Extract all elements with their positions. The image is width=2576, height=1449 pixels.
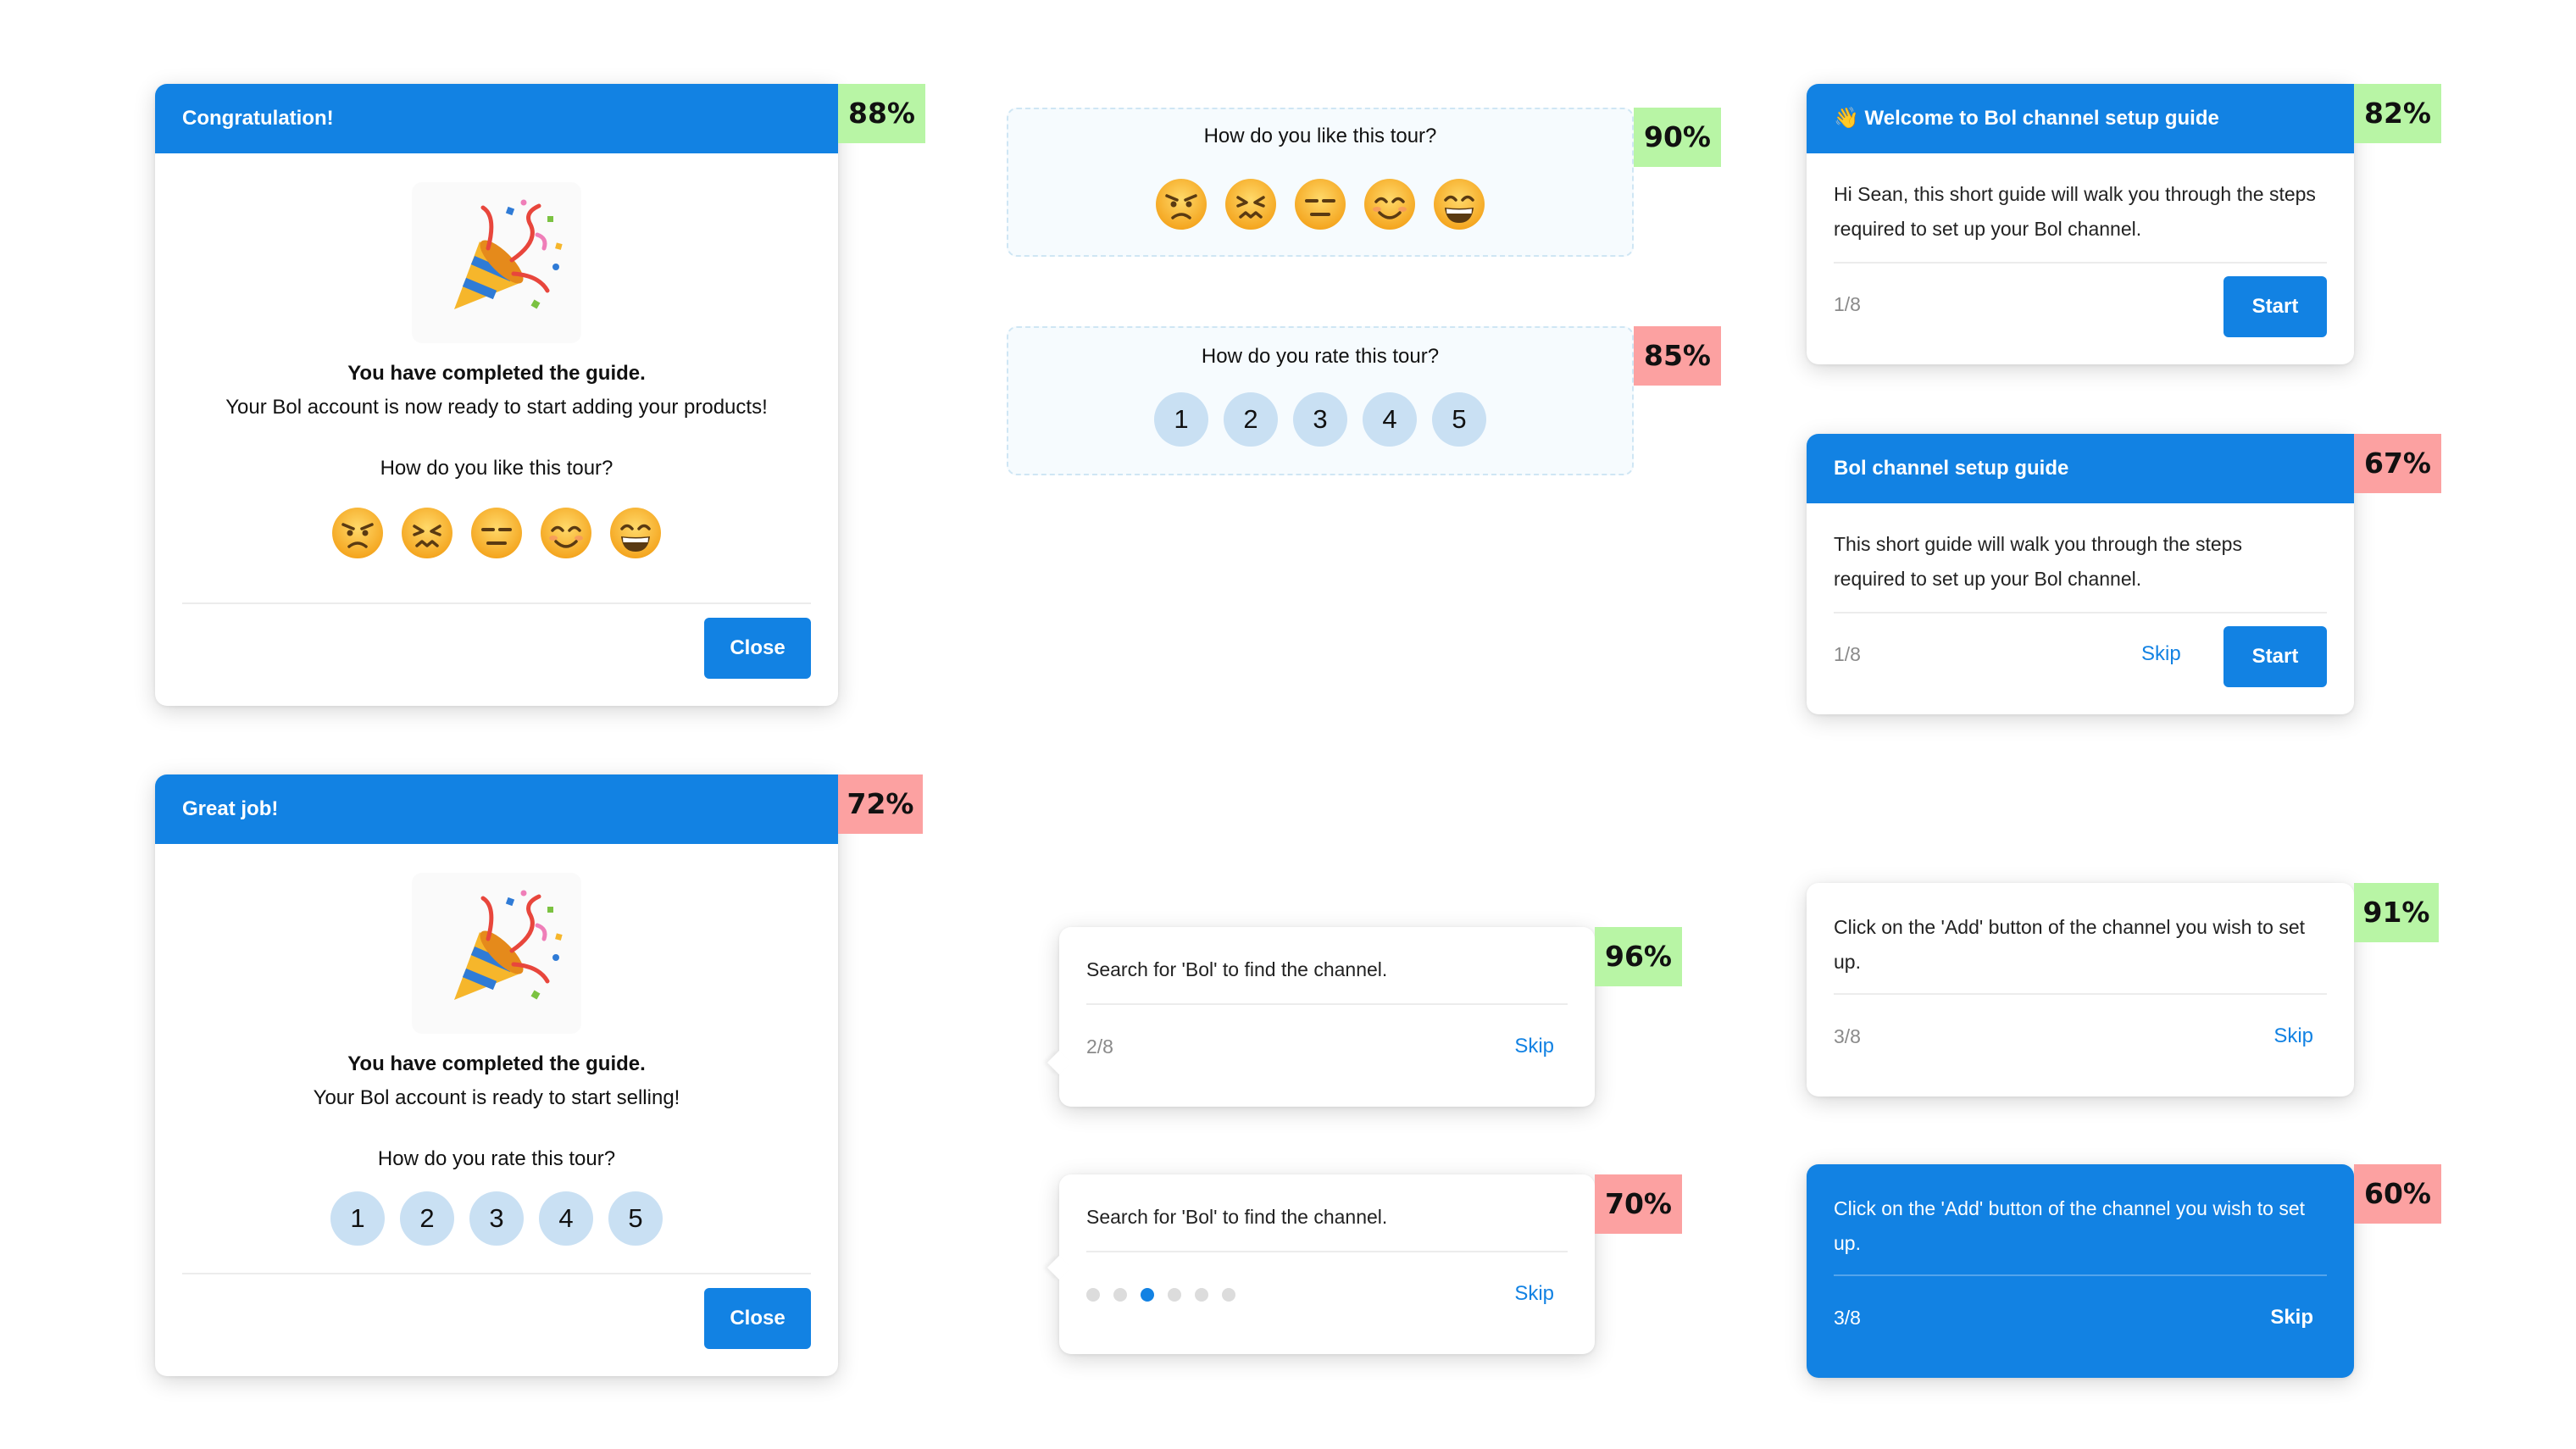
step-counter: 2/8 (1086, 1035, 1113, 1058)
modal-header: Great job! (155, 774, 838, 844)
score-badge: 85% (1634, 326, 1721, 386)
skip-link[interactable]: Skip (1514, 1282, 1554, 1305)
step-card: Click on the 'Add' button of the channel… (1807, 883, 2354, 1096)
great-job-modal: Great job! You have completed the guide.… (155, 774, 838, 1376)
rating-3-button[interactable]: 3 (1293, 392, 1347, 447)
score-badge: 82% (2354, 84, 2441, 143)
modal-header: Congratulation! (155, 84, 838, 153)
rating-3-button[interactable]: 3 (469, 1191, 524, 1246)
step-text: Click on the 'Add' button of the channel… (1834, 1197, 2306, 1254)
angry-face-icon[interactable] (330, 506, 385, 560)
rating-1-button[interactable]: 1 (330, 1191, 385, 1246)
feedback-question: How do you rate this tour? (1201, 345, 1440, 368)
step-card-primary: Click on the 'Add' button of the channel… (1807, 1164, 2354, 1378)
modal-title: Congratulation! (182, 107, 334, 130)
progress-dot (1113, 1288, 1127, 1302)
completion-heading: You have completed the guide. (347, 1052, 646, 1075)
modal-header: 👋 Welcome to Bol channel setup guide (1807, 84, 2354, 153)
rating-2-button[interactable]: 2 (400, 1191, 454, 1246)
emoji-feedback-widget: How do you like this tour? (1007, 108, 1634, 257)
footer-divider (182, 1273, 811, 1274)
emoji-rating-row (155, 506, 838, 560)
rating-2-button[interactable]: 2 (1224, 392, 1278, 447)
progress-dot (1086, 1288, 1100, 1302)
completion-message: Your Bol account is now ready to start a… (225, 396, 768, 419)
expressionless-face-icon[interactable] (469, 506, 524, 560)
footer-divider (1086, 1251, 1568, 1252)
tooltip-text: Search for 'Bol' to find the channel. (1086, 958, 1388, 980)
footer-divider (1834, 1274, 2327, 1276)
tooltip-text: Search for 'Bol' to find the channel. (1086, 1206, 1388, 1228)
number-feedback-widget: How do you rate this tour? 1 2 3 4 5 (1007, 326, 1634, 475)
feedback-question: How do you rate this tour? (377, 1147, 616, 1170)
footer-divider (1086, 1003, 1568, 1005)
progress-dot (1168, 1288, 1181, 1302)
completion-message: Your Bol account is ready to start selli… (313, 1086, 680, 1109)
rating-5-button[interactable]: 5 (608, 1191, 663, 1246)
step-tooltip: Search for 'Bol' to find the channel. Sk… (1046, 1174, 1595, 1354)
progress-dot (1222, 1288, 1235, 1302)
step-counter: 3/8 (1834, 1307, 1861, 1329)
completion-heading: You have completed the guide. (347, 362, 646, 385)
angry-face-icon[interactable] (1154, 177, 1208, 231)
party-popper-icon (412, 182, 581, 343)
start-button[interactable]: Start (2223, 626, 2327, 687)
step-counter: 1/8 (1834, 293, 1861, 315)
modal-text: Hi Sean, this short guide will walk you … (1834, 183, 2316, 240)
skip-link[interactable]: Skip (1514, 1035, 1554, 1058)
start-button[interactable]: Start (2223, 276, 2327, 337)
close-button[interactable]: Close (704, 618, 811, 679)
footer-divider (1834, 262, 2327, 264)
progress-dot-active (1141, 1288, 1154, 1302)
footer-divider (182, 602, 811, 604)
score-badge: 70% (1595, 1174, 1682, 1234)
feedback-question: How do you like this tour? (1203, 125, 1437, 147)
confounded-face-icon[interactable] (1224, 177, 1278, 231)
step-counter: 1/8 (1834, 643, 1861, 665)
modal-text: This short guide will walk you through t… (1834, 533, 2242, 590)
score-badge: 72% (838, 774, 923, 834)
grinning-face-icon[interactable] (608, 506, 663, 560)
smiling-face-icon[interactable] (1363, 177, 1417, 231)
party-popper-icon (412, 873, 581, 1034)
rating-4-button[interactable]: 4 (539, 1191, 593, 1246)
skip-link[interactable]: Skip (2273, 1024, 2313, 1047)
modal-title: 👋 Welcome to Bol channel setup guide (1834, 107, 2219, 130)
setup-guide-modal: Bol channel setup guide This short guide… (1807, 434, 2354, 714)
smiling-face-icon[interactable] (539, 506, 593, 560)
score-badge: 67% (2354, 434, 2441, 493)
score-badge: 88% (838, 84, 925, 143)
footer-divider (1834, 993, 2327, 995)
progress-dots (1086, 1288, 1235, 1302)
skip-link[interactable]: Skip (2141, 642, 2181, 665)
feedback-question: How do you like this tour? (380, 457, 613, 480)
number-rating-row: 1 2 3 4 5 (1008, 392, 1632, 447)
number-rating-row: 1 2 3 4 5 (155, 1191, 838, 1246)
expressionless-face-icon[interactable] (1293, 177, 1347, 231)
welcome-modal: 👋 Welcome to Bol channel setup guide Hi … (1807, 84, 2354, 364)
progress-dot (1195, 1288, 1208, 1302)
skip-link[interactable]: Skip (2270, 1306, 2313, 1329)
modal-header: Bol channel setup guide (1807, 434, 2354, 503)
grinning-face-icon[interactable] (1432, 177, 1486, 231)
close-button[interactable]: Close (704, 1288, 811, 1349)
rating-4-button[interactable]: 4 (1363, 392, 1417, 447)
score-badge: 91% (2354, 883, 2439, 942)
step-tooltip: Search for 'Bol' to find the channel. 2/… (1046, 927, 1595, 1107)
rating-5-button[interactable]: 5 (1432, 392, 1486, 447)
score-badge: 96% (1595, 927, 1682, 986)
tooltip-arrow (1046, 1255, 1072, 1280)
step-text: Click on the 'Add' button of the channel… (1834, 916, 2306, 973)
modal-title: Great job! (182, 797, 279, 820)
modal-title: Bol channel setup guide (1834, 457, 2069, 480)
tooltip-arrow (1046, 1050, 1072, 1075)
footer-divider (1834, 612, 2327, 613)
emoji-rating-row (1008, 177, 1632, 231)
congrats-modal: Congratulation! You have completed the g… (155, 84, 838, 706)
rating-1-button[interactable]: 1 (1154, 392, 1208, 447)
score-badge: 90% (1634, 108, 1721, 167)
score-badge: 60% (2354, 1164, 2441, 1224)
step-counter: 3/8 (1834, 1025, 1861, 1047)
confounded-face-icon[interactable] (400, 506, 454, 560)
